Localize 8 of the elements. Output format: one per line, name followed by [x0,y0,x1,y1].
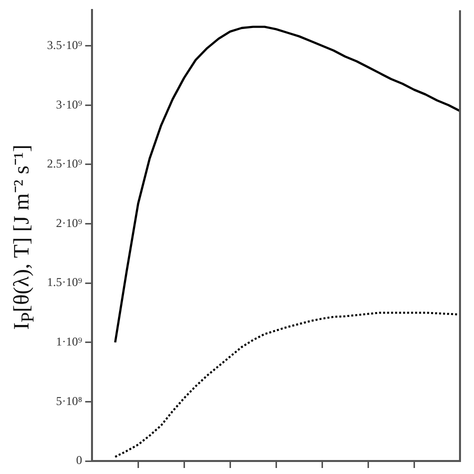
y-tick-label: 3·10⁹ [56,97,82,112]
y-tick-label: 1·10⁹ [56,334,82,349]
y-tick-label: 0 [76,453,82,468]
y-tick-label: 2.5·10⁹ [46,156,82,171]
y-tick-label: 2·10⁹ [56,216,82,230]
y-tick-label: 3.5·10⁹ [46,38,82,52]
y-tick-label: 1.5·10⁹ [46,275,82,290]
y-tick-label: 5·10⁸ [56,394,82,408]
